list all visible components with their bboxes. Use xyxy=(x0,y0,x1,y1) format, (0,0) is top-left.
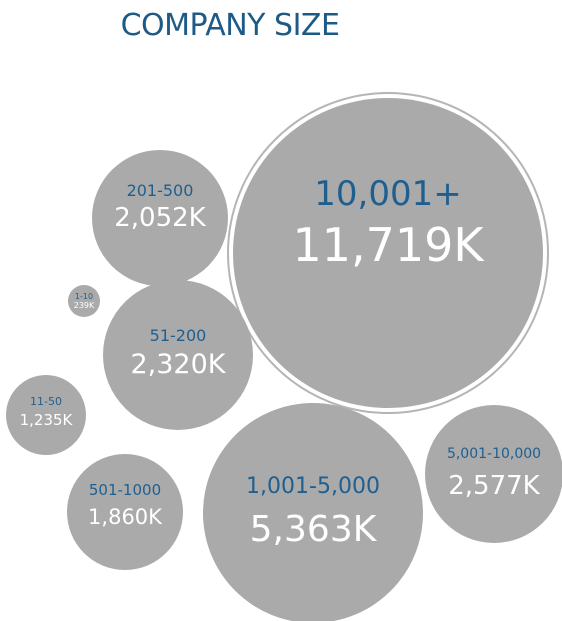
bubble-label: 5,001-10,000 xyxy=(447,446,541,462)
bubble-label: 51-200 xyxy=(150,326,207,345)
bubble-51-200: 51-200 2,320K xyxy=(103,280,253,430)
bubble-10-001: 10,001+11,719K xyxy=(227,92,549,414)
bubble-501-1000: 501-1000 1,860K xyxy=(67,454,183,570)
bubble-value: 2,577K xyxy=(448,471,540,501)
bubble-value: 2,320K xyxy=(130,349,226,380)
bubble-value: 11,719K xyxy=(292,218,485,272)
bubble-5-001-10-000: 5,001-10,000 2,577K xyxy=(425,405,562,543)
bubble-value: 239K xyxy=(74,301,95,310)
bubble-value: 2,052K xyxy=(114,203,206,233)
bubble-label: 11-50 xyxy=(30,395,62,408)
bubble-circle xyxy=(68,285,100,317)
bubble-label: 1-10 xyxy=(75,292,93,301)
bubble-201-500: 201-500 2,052K xyxy=(92,150,228,286)
bubble-label: 1,001-5,000 xyxy=(246,474,380,499)
bubble-circle xyxy=(67,454,183,570)
bubble-label: 10,001+ xyxy=(314,174,461,214)
bubble-circle xyxy=(233,98,543,408)
bubble-value: 5,363K xyxy=(250,509,378,550)
bubble-11-50: 11-50 1,235K xyxy=(6,375,86,455)
bubble-circle xyxy=(203,403,423,621)
bubble-1-001-5-000: 1,001-5,000 5,363K xyxy=(203,403,423,621)
bubble-label: 501-1000 xyxy=(89,481,161,499)
bubble-value: 1,860K xyxy=(88,505,163,529)
bubble-label: 201-500 xyxy=(127,181,194,200)
page-title: COMPANY SIZE xyxy=(120,8,340,43)
bubble-circle xyxy=(92,150,228,286)
bubble-circle xyxy=(6,375,86,455)
bubble-circle xyxy=(103,280,253,430)
bubble-circle xyxy=(425,405,562,543)
bubble-value: 1,235K xyxy=(20,411,74,429)
